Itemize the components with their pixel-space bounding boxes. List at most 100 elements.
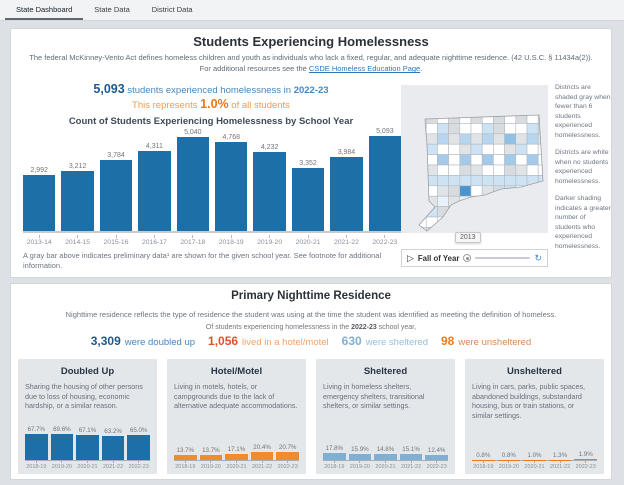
chart-bar-2013-14[interactable] (23, 175, 56, 231)
mini-axis-tick (533, 461, 535, 463)
mini-axis-tick (508, 461, 510, 463)
percent-value: 1.0% (200, 97, 229, 111)
tab-district-data[interactable]: District Data (151, 4, 193, 14)
mini-chart-bar-2018-19[interactable] (25, 434, 48, 460)
mini-chart-bar-2018-19[interactable] (472, 459, 495, 460)
mini-axis-label: 2022-23 (426, 464, 447, 470)
mini-bar-value-label: 13.7% (176, 446, 195, 454)
mini-chart-sheltered: 17.8% 15.9% 14.8% 15.1% 12.4% 2018-19 2019-20 2… (323, 425, 448, 470)
mini-chart-bar-2022-23[interactable] (425, 455, 448, 460)
mini-axis-column: 2022-23 (276, 461, 299, 470)
mini-chart-bar-2018-19[interactable] (323, 453, 346, 460)
mini-chart-bar-2021-22[interactable] (548, 459, 572, 460)
mini-chart-bar-2022-23[interactable] (276, 452, 299, 460)
stat-value: 3,309 (90, 334, 121, 348)
mini-axis-column: 2018-19 (174, 461, 197, 470)
axis-column: 2018-19 (215, 235, 247, 246)
mini-chart-bar-2020-21[interactable] (374, 454, 397, 460)
district-map[interactable] (401, 85, 548, 233)
bar-value-label: 3,352 (299, 160, 317, 167)
slider-track[interactable] (475, 257, 531, 259)
stat-label: were doubled up (124, 337, 196, 348)
mini-bar-value-label: 20.4% (253, 444, 271, 452)
mini-chart-bar-2021-22[interactable] (101, 435, 125, 460)
chart-bar-2014-15[interactable] (61, 171, 94, 231)
stat-label: were sheltered (365, 337, 428, 348)
axis-column: 2019-20 (253, 235, 285, 246)
mini-axis-column: 2019-20 (51, 461, 74, 470)
bar-value-label: 4,768 (222, 134, 240, 141)
mini-chart-bar-2019-20[interactable] (497, 459, 521, 460)
axis-label: 2015-16 (103, 239, 129, 246)
mini-axis-label: 2018-19 (473, 464, 494, 470)
bar-value-label: 3,784 (107, 152, 125, 159)
mini-chart-bar-2019-20[interactable] (199, 454, 223, 460)
loop-playback-icon[interactable]: ↻ (534, 252, 542, 263)
axis-tick (192, 235, 194, 238)
mini-axis-label: 2022-23 (575, 464, 596, 470)
bar-value-label: 4,311 (145, 143, 163, 150)
axis-column: 2016-17 (138, 235, 170, 246)
chart-bar-2019-20[interactable] (253, 152, 286, 231)
chart-bar-2021-22[interactable] (330, 157, 363, 231)
mini-chart-bar-2020-21[interactable] (225, 453, 248, 460)
mini-chart-column: 1.0% (523, 425, 546, 460)
mini-chart-bar-2021-22[interactable] (399, 454, 423, 460)
card-text: Living in cars, parks, public spaces, ab… (472, 382, 586, 421)
axis-label: 2019-20 (257, 239, 283, 246)
mini-chart-column: 67.1% (76, 425, 99, 460)
mini-chart-column: 20.7% (276, 425, 299, 460)
mini-axis-label: 2022-23 (128, 464, 149, 470)
mini-axis-tick (61, 461, 63, 463)
chart-bar-2017-18[interactable] (176, 137, 210, 231)
chart-bar-2022-23[interactable] (368, 136, 402, 231)
axis-label: 2018-19 (218, 239, 244, 246)
mini-chart-column: 1.9% (574, 425, 597, 460)
axis-tick (77, 235, 79, 238)
mini-bar-value-label: 20.7% (278, 444, 297, 452)
mini-bar-value-label: 15.1% (402, 446, 420, 454)
mini-chart-bar-2022-23[interactable] (574, 459, 597, 460)
stats-intro-line: Of students experiencing homelessness in… (11, 324, 611, 331)
chart-bar-2020-21[interactable] (291, 168, 325, 231)
axis-column: 2013-14 (23, 235, 55, 246)
chart-bar-2018-19[interactable] (215, 142, 248, 231)
mini-chart-bar-2021-22[interactable] (250, 452, 274, 460)
connecticut-districts-map (418, 114, 544, 232)
description-period: . (420, 64, 423, 74)
residence-stat-3: 98 were unsheltered (441, 334, 531, 348)
mini-axis-tick (585, 461, 587, 463)
axis-label: 2021-22 (333, 239, 359, 246)
mini-bar-value-label: 63.2% (104, 427, 122, 435)
mini-axis-label: 2020-21 (375, 464, 396, 470)
play-icon[interactable]: ▷ (407, 252, 414, 263)
mini-chart-bar-2018-19[interactable] (174, 454, 197, 460)
mini-axis-label: 2019-20 (498, 464, 519, 470)
mini-chart-bar-2020-21[interactable] (523, 459, 546, 460)
mckinney-vento-description: The federal McKinney-Vento Act defines h… (11, 52, 611, 75)
chart-bar-2016-17[interactable] (138, 151, 171, 231)
csde-homeless-education-link[interactable]: CSDE Homeless Education Page (308, 64, 421, 74)
mini-axis-label: 2020-21 (524, 464, 545, 470)
axis-label: 2013-14 (26, 239, 52, 246)
mini-chart-bar-2019-20[interactable] (50, 433, 74, 460)
slider-handle[interactable] (463, 254, 472, 262)
tab-state-dashboard[interactable]: State Dashboard (5, 0, 84, 20)
tab-state-data[interactable]: State Data (94, 4, 130, 14)
mini-axis-column: 2018-19 (472, 461, 495, 470)
mini-axis-tick (35, 461, 37, 463)
residence-stats-row: 3,309 were doubled up 1,056 lived in a hote… (11, 334, 611, 348)
chart-bar-2015-16[interactable] (99, 160, 133, 231)
mini-chart-bar-2020-21[interactable] (76, 434, 99, 460)
mini-chart-bar-2019-20[interactable] (348, 453, 372, 460)
mini-chart-bar-2022-23[interactable] (127, 435, 150, 460)
chart-column: 5,040 (176, 128, 210, 231)
chart-column: 3,984 (330, 128, 363, 231)
chart-column: 3,784 (99, 128, 133, 231)
homelessness-bar-chart: 2,992 3,212 3,784 4,311 5,040 4,768 4,232 3,352… (23, 128, 402, 233)
mini-axis-tick (436, 461, 438, 463)
mini-bar-value-label: 17.1% (227, 445, 246, 453)
mini-axis-column: 2019-20 (200, 461, 223, 470)
axis-column: 2022-23 (369, 235, 401, 246)
axis-label: 2014-15 (65, 239, 91, 246)
